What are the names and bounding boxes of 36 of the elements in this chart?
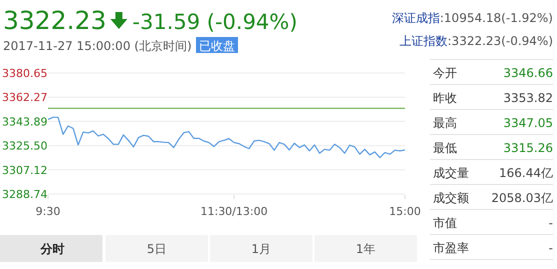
text: 3353.82 (503, 91, 553, 105)
text: 市值 (433, 216, 457, 230)
text: 上证指数:3322.23(-0.94%) (400, 34, 553, 48)
line-series (47, 116, 406, 158)
text: 3315.26 (503, 141, 553, 155)
text: 2017-11-27 15:00:00 (北京时间) (3, 39, 192, 53)
x-tick-label: 11:30/13:00 (200, 205, 268, 218)
y-tick-label: 3380.65 (2, 67, 48, 80)
text: 1年 (356, 242, 376, 256)
text: 成交额 (433, 191, 469, 205)
text: 已收盘 (199, 39, 235, 53)
text: 深证成指:10954.18(-1.92%) (392, 11, 553, 25)
text: 3346.66 (503, 66, 553, 80)
text: - (548, 241, 553, 255)
text: 最高 (433, 116, 457, 130)
text: 今开 (433, 66, 457, 80)
text: 分时 (39, 242, 64, 256)
text: 昨收 (433, 91, 457, 105)
text: - (548, 216, 553, 230)
y-tick-label: 3325.50 (2, 140, 48, 153)
text: 166.44亿 (499, 166, 553, 180)
text: 5日 (146, 242, 167, 256)
text: 最低 (433, 141, 457, 155)
text: 1月 (251, 242, 272, 256)
text: 3347.05 (503, 116, 553, 130)
x-tick-label: 9:30 (36, 205, 60, 218)
x-tick-label: 15:00 (389, 205, 421, 218)
chart-title: 3322.23 (3, 6, 106, 35)
text: 2058.03亿 (491, 191, 553, 205)
text: 成交量 (433, 166, 469, 180)
y-tick-label: 3343.89 (2, 115, 48, 128)
y-tick-label: 3307.12 (2, 164, 48, 177)
text: 市盈率 (433, 241, 469, 255)
y-tick-label: 3362.27 (2, 91, 48, 104)
y-tick-label: 3288.74 (2, 188, 48, 201)
chart-subtitle: -31.59 (-0.94%) (132, 10, 298, 34)
